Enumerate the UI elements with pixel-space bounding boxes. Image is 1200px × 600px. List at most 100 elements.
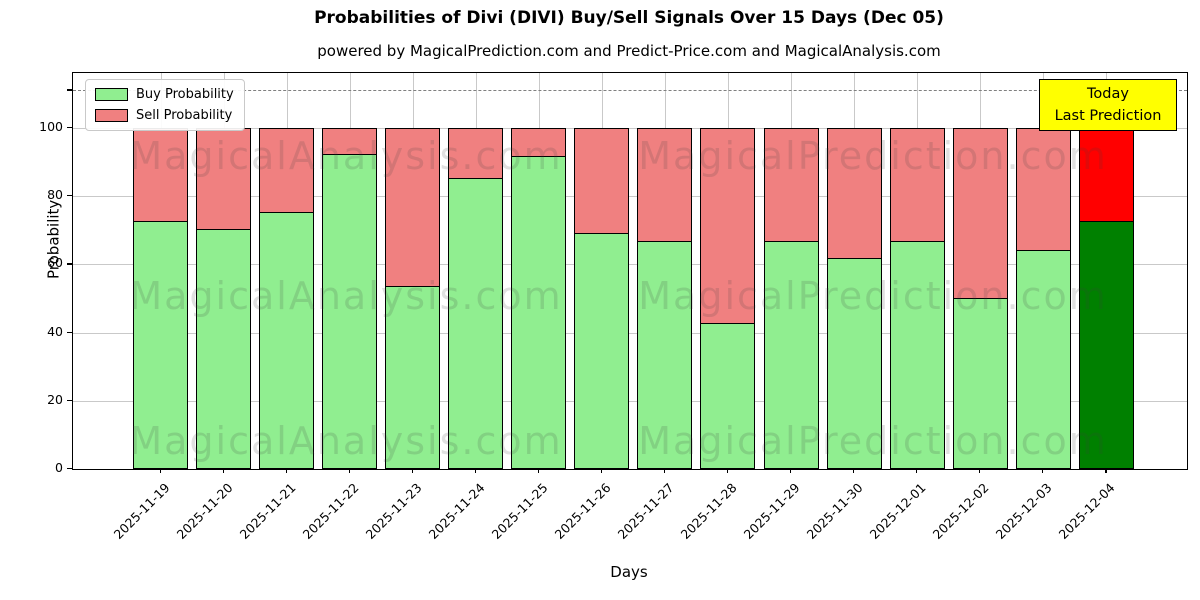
- dashed-threshold-line: [73, 90, 1187, 92]
- gridline-y-60: [73, 264, 1187, 266]
- bar-segment-sell: [889, 128, 945, 243]
- y-tick-mark-0: [67, 468, 72, 470]
- gridline-y-20: [73, 400, 1187, 402]
- x-tick-mark-2025-11-23: [411, 468, 413, 473]
- legend-item-sell: Sell Probability: [95, 108, 234, 123]
- sell-swatch-icon: [95, 109, 128, 122]
- bar-2025-12-02: [952, 128, 1008, 469]
- x-tick-mark-2025-11-20: [222, 468, 224, 473]
- x-tick-mark-2025-11-28: [726, 468, 729, 473]
- bar-segment-sell: [511, 128, 567, 157]
- watermark-right-row1: MagicalPrediction.com: [638, 134, 1108, 178]
- bar-2025-11-23: [385, 128, 441, 469]
- bar-segment-buy: [259, 213, 315, 469]
- bar-segment-buy: [1078, 221, 1134, 469]
- bar-segment-buy: [574, 233, 630, 469]
- bar-2025-11-26: [574, 128, 630, 469]
- bar-2025-11-22: [322, 128, 378, 469]
- y-tick-label-20: 20: [47, 391, 63, 407]
- y-tick-label-80: 80: [47, 187, 63, 203]
- y-tick-mark-20: [67, 399, 72, 402]
- page-title: Probabilities of Divi (DIVI) Buy/Sell Si…: [314, 8, 944, 28]
- bar-segment-buy: [952, 298, 1008, 469]
- bar-segment-sell: [574, 128, 630, 234]
- bar-2025-11-19: [133, 128, 188, 469]
- x-tick-mark-2025-11-30: [853, 468, 855, 473]
- watermark-left-row3: MagicalAnalysis.com: [129, 419, 563, 463]
- y-tick-mark-60: [67, 263, 72, 265]
- bar-segment-sell: [259, 128, 315, 214]
- x-tick-mark-2025-11-26: [600, 468, 603, 473]
- watermark-left-row1: MagicalAnalysis.com: [129, 134, 563, 178]
- buy-swatch-icon: [95, 88, 128, 101]
- y-tick-mark-40: [67, 331, 72, 333]
- bar-segment-sell: [448, 128, 504, 180]
- legend-label-buy: Buy Probability: [136, 87, 234, 102]
- x-tick-mark-2025-12-03: [1042, 468, 1044, 473]
- bar-segment-buy: [511, 156, 567, 469]
- y-tick-label-40: 40: [47, 323, 63, 339]
- watermark-right-row2: MagicalPrediction.com: [638, 274, 1108, 318]
- bar-segment-buy: [385, 286, 441, 469]
- bar-segment-buy: [322, 155, 378, 469]
- bar-segment-sell: [637, 128, 693, 243]
- x-tick-mark-2025-11-19: [159, 468, 161, 473]
- x-tick-label-2025-11-19: 2025-11-19: [110, 480, 173, 542]
- legend-item-buy: Buy Probability: [95, 87, 234, 102]
- watermark-left-row2: MagicalAnalysis.com: [129, 274, 563, 318]
- x-tick-mark-2025-11-24: [474, 468, 477, 473]
- watermark-right-row3: MagicalPrediction.com: [638, 419, 1108, 463]
- bar-2025-11-25: [511, 128, 567, 469]
- bar-segment-sell: [952, 128, 1008, 299]
- bar-segment-buy: [763, 242, 819, 469]
- y-tick-label-0: 0: [55, 460, 63, 475]
- bar-segment-buy: [889, 242, 945, 469]
- x-axis-label: Days: [610, 563, 648, 581]
- today-annotation-line1: Today: [1087, 85, 1129, 102]
- y-tick-label-100: 100: [39, 119, 63, 134]
- x-tick-mark-2025-11-25: [537, 468, 540, 473]
- x-tick-mark-2025-11-21: [285, 468, 287, 473]
- bar-2025-11-30: [826, 128, 882, 469]
- bar-segment-buy: [448, 179, 504, 469]
- bar-segment-sell: [322, 128, 378, 156]
- bar-2025-12-03: [1015, 128, 1071, 469]
- bar-segment-buy: [826, 259, 882, 469]
- bar-segment-sell: [1015, 128, 1071, 251]
- bar-segment-sell: [385, 128, 441, 287]
- bar-segment-sell: [763, 128, 819, 243]
- y-tick-mark-80: [67, 195, 72, 197]
- bar-2025-11-27: [637, 128, 693, 469]
- bar-segment-buy: [133, 221, 188, 469]
- gridline-y-80: [73, 196, 1187, 198]
- bar-2025-11-29: [763, 128, 819, 469]
- y-tick-mark-threshold: [67, 89, 72, 91]
- page-subtitle: powered by MagicalPrediction.com and Pre…: [317, 42, 941, 60]
- plot-area: Buy Probability Sell Probability Today L…: [72, 72, 1188, 470]
- x-tick-mark-2025-12-02: [979, 468, 981, 473]
- gridline-y-40: [73, 332, 1187, 334]
- bar-2025-12-01: [889, 128, 945, 469]
- x-tick-mark-2025-12-04: [1105, 468, 1107, 473]
- today-annotation: Today Last Prediction: [1039, 79, 1177, 131]
- today-annotation-line2: Last Prediction: [1054, 108, 1162, 124]
- bar-2025-11-24: [448, 128, 504, 469]
- bar-segment-buy: [1015, 250, 1071, 469]
- gridline-y-100: [73, 128, 1187, 129]
- y-tick-mark-100: [67, 127, 72, 129]
- bar-segment-sell: [826, 128, 882, 260]
- x-tick-mark-2025-11-29: [790, 468, 792, 473]
- bar-segment-buy: [196, 230, 252, 469]
- legend: Buy Probability Sell Probability: [85, 79, 245, 131]
- x-tick-mark-2025-11-22: [348, 468, 350, 473]
- x-tick-mark-2025-11-27: [663, 468, 666, 473]
- bar-segment-sell: [133, 128, 188, 222]
- bar-2025-11-21: [259, 128, 315, 469]
- bar-2025-12-04: [1078, 128, 1134, 469]
- legend-label-sell: Sell Probability: [136, 108, 233, 123]
- bar-segment-sell: [196, 128, 252, 231]
- bar-segment-sell: [700, 128, 756, 325]
- bar-2025-11-20: [196, 128, 252, 469]
- y-tick-label-60: 60: [47, 255, 63, 271]
